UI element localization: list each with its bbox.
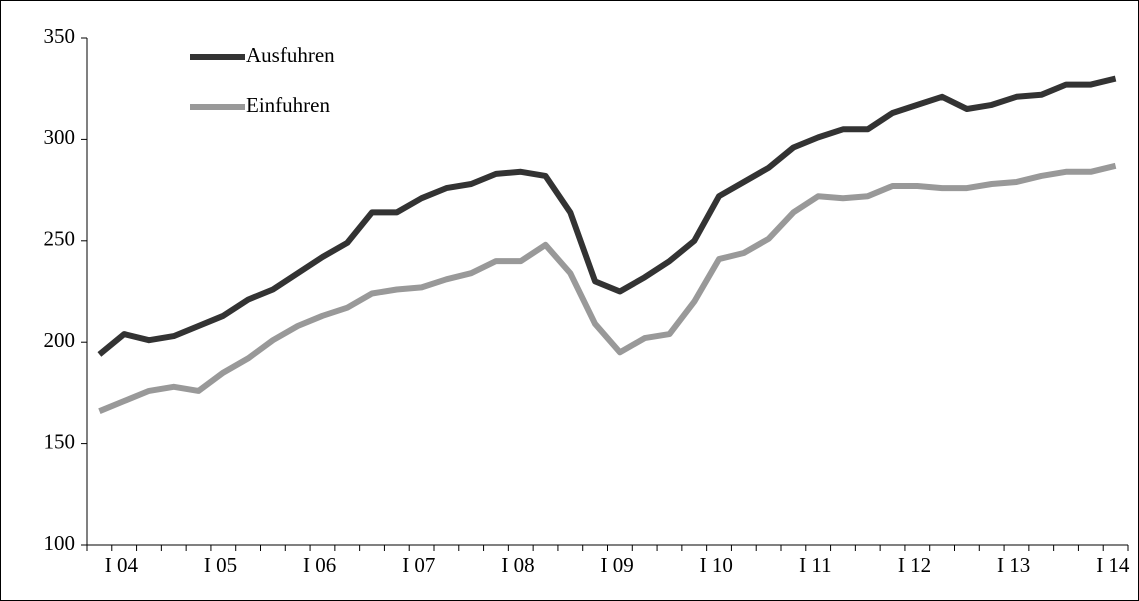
y-tick-label: 300 xyxy=(44,125,76,149)
line-series xyxy=(98,162,1117,414)
x-tick-label: I 14 xyxy=(1096,553,1130,577)
line-series xyxy=(97,75,1117,357)
x-tick-label: I 07 xyxy=(402,553,435,577)
x-tick-label: I 08 xyxy=(501,553,534,577)
y-tick-label: 200 xyxy=(44,328,76,352)
x-tick-label: I 05 xyxy=(204,553,237,577)
x-tick-label: I 13 xyxy=(997,553,1030,577)
y-tick-label: 100 xyxy=(44,531,76,555)
y-tick-label: 350 xyxy=(44,24,76,48)
legend-label: Ausfuhren xyxy=(246,43,335,67)
y-tick-label: 150 xyxy=(44,429,76,453)
x-tick-label: I 11 xyxy=(799,553,831,577)
x-tick-label: I 04 xyxy=(105,553,139,577)
y-tick-label: 250 xyxy=(44,227,76,251)
x-tick-label: I 06 xyxy=(303,553,336,577)
legend-label: Einfuhren xyxy=(246,93,330,117)
x-tick-label: I 09 xyxy=(600,553,633,577)
x-tick-label: I 12 xyxy=(898,553,931,577)
x-tick-label: I 10 xyxy=(700,553,733,577)
